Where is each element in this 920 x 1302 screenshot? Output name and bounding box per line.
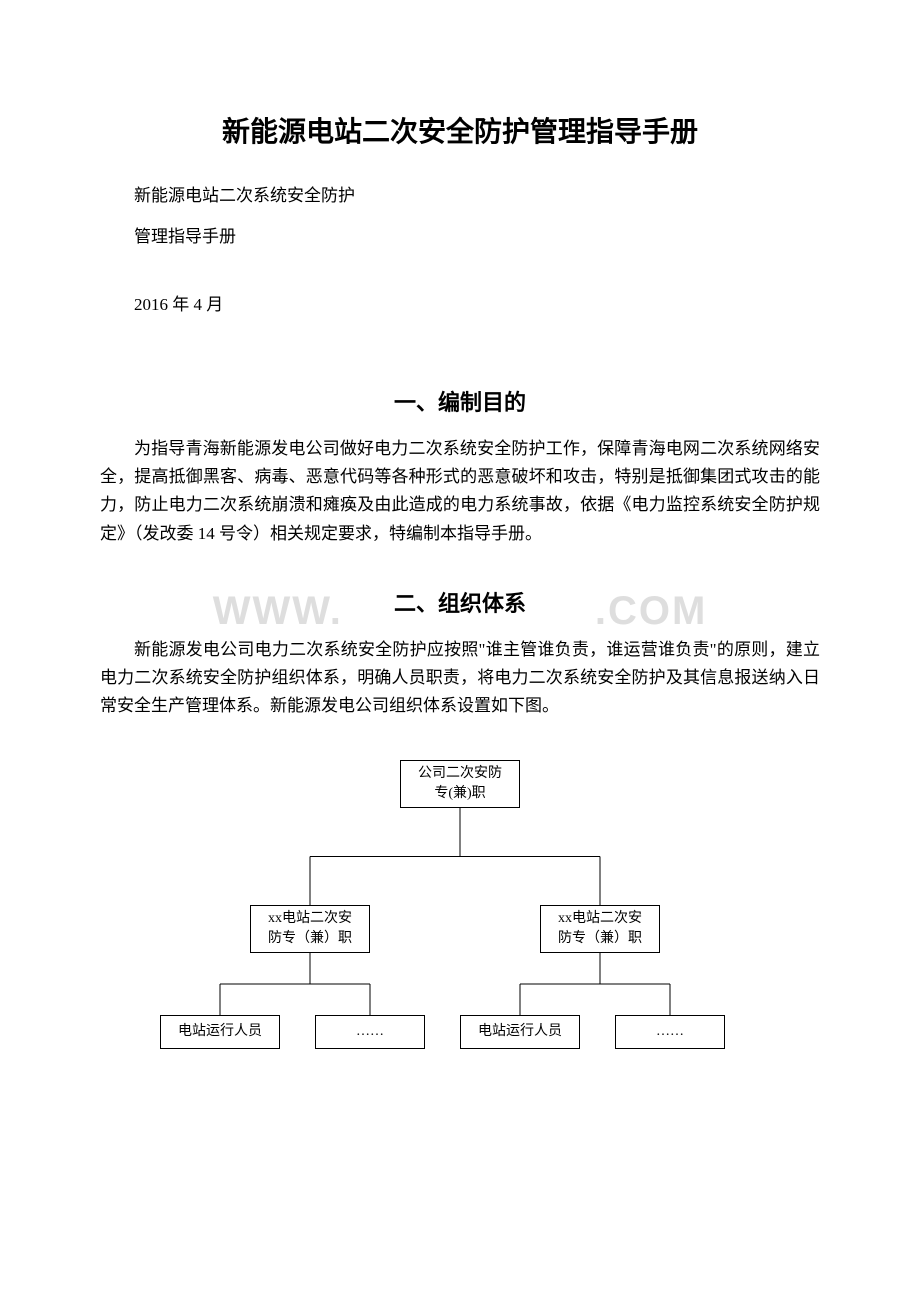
section-2-heading: 二、组织体系 [100, 586, 820, 618]
org-node-leaf4: …… [615, 1015, 725, 1049]
section-1-heading: 一、编制目的 [100, 385, 820, 417]
org-node-root: 公司二次安防专(兼)职 [400, 760, 520, 808]
org-node-mid2: xx电站二次安防专（兼）职 [540, 905, 660, 953]
section-2-body: 新能源发电公司电力二次系统安全防护应按照"谁主管谁负责，谁运营谁负责"的原则，建… [100, 636, 820, 720]
section-1-body: 为指导青海新能源发电公司做好电力二次系统安全防护工作，保障青海电网二次系统网络安… [100, 435, 820, 547]
org-node-leaf1: 电站运行人员 [160, 1015, 280, 1049]
org-node-mid1: xx电站二次安防专（兼）职 [250, 905, 370, 953]
subtitle-line-2: 管理指导手册 [100, 223, 820, 250]
org-chart: 公司二次安防专(兼)职 xx电站二次安防专（兼）职 xx电站二次安防专（兼）职电站运… [100, 760, 820, 1100]
subtitle-line-1: 新能源电站二次系统安全防护 [100, 182, 820, 209]
document-title: 新能源电站二次安全防护管理指导手册 [100, 110, 820, 150]
document-date: 2016 年 4 月 [100, 290, 820, 315]
org-node-leaf3: 电站运行人员 [460, 1015, 580, 1049]
org-chart-connectors [100, 760, 820, 1100]
org-node-leaf2: …… [315, 1015, 425, 1049]
